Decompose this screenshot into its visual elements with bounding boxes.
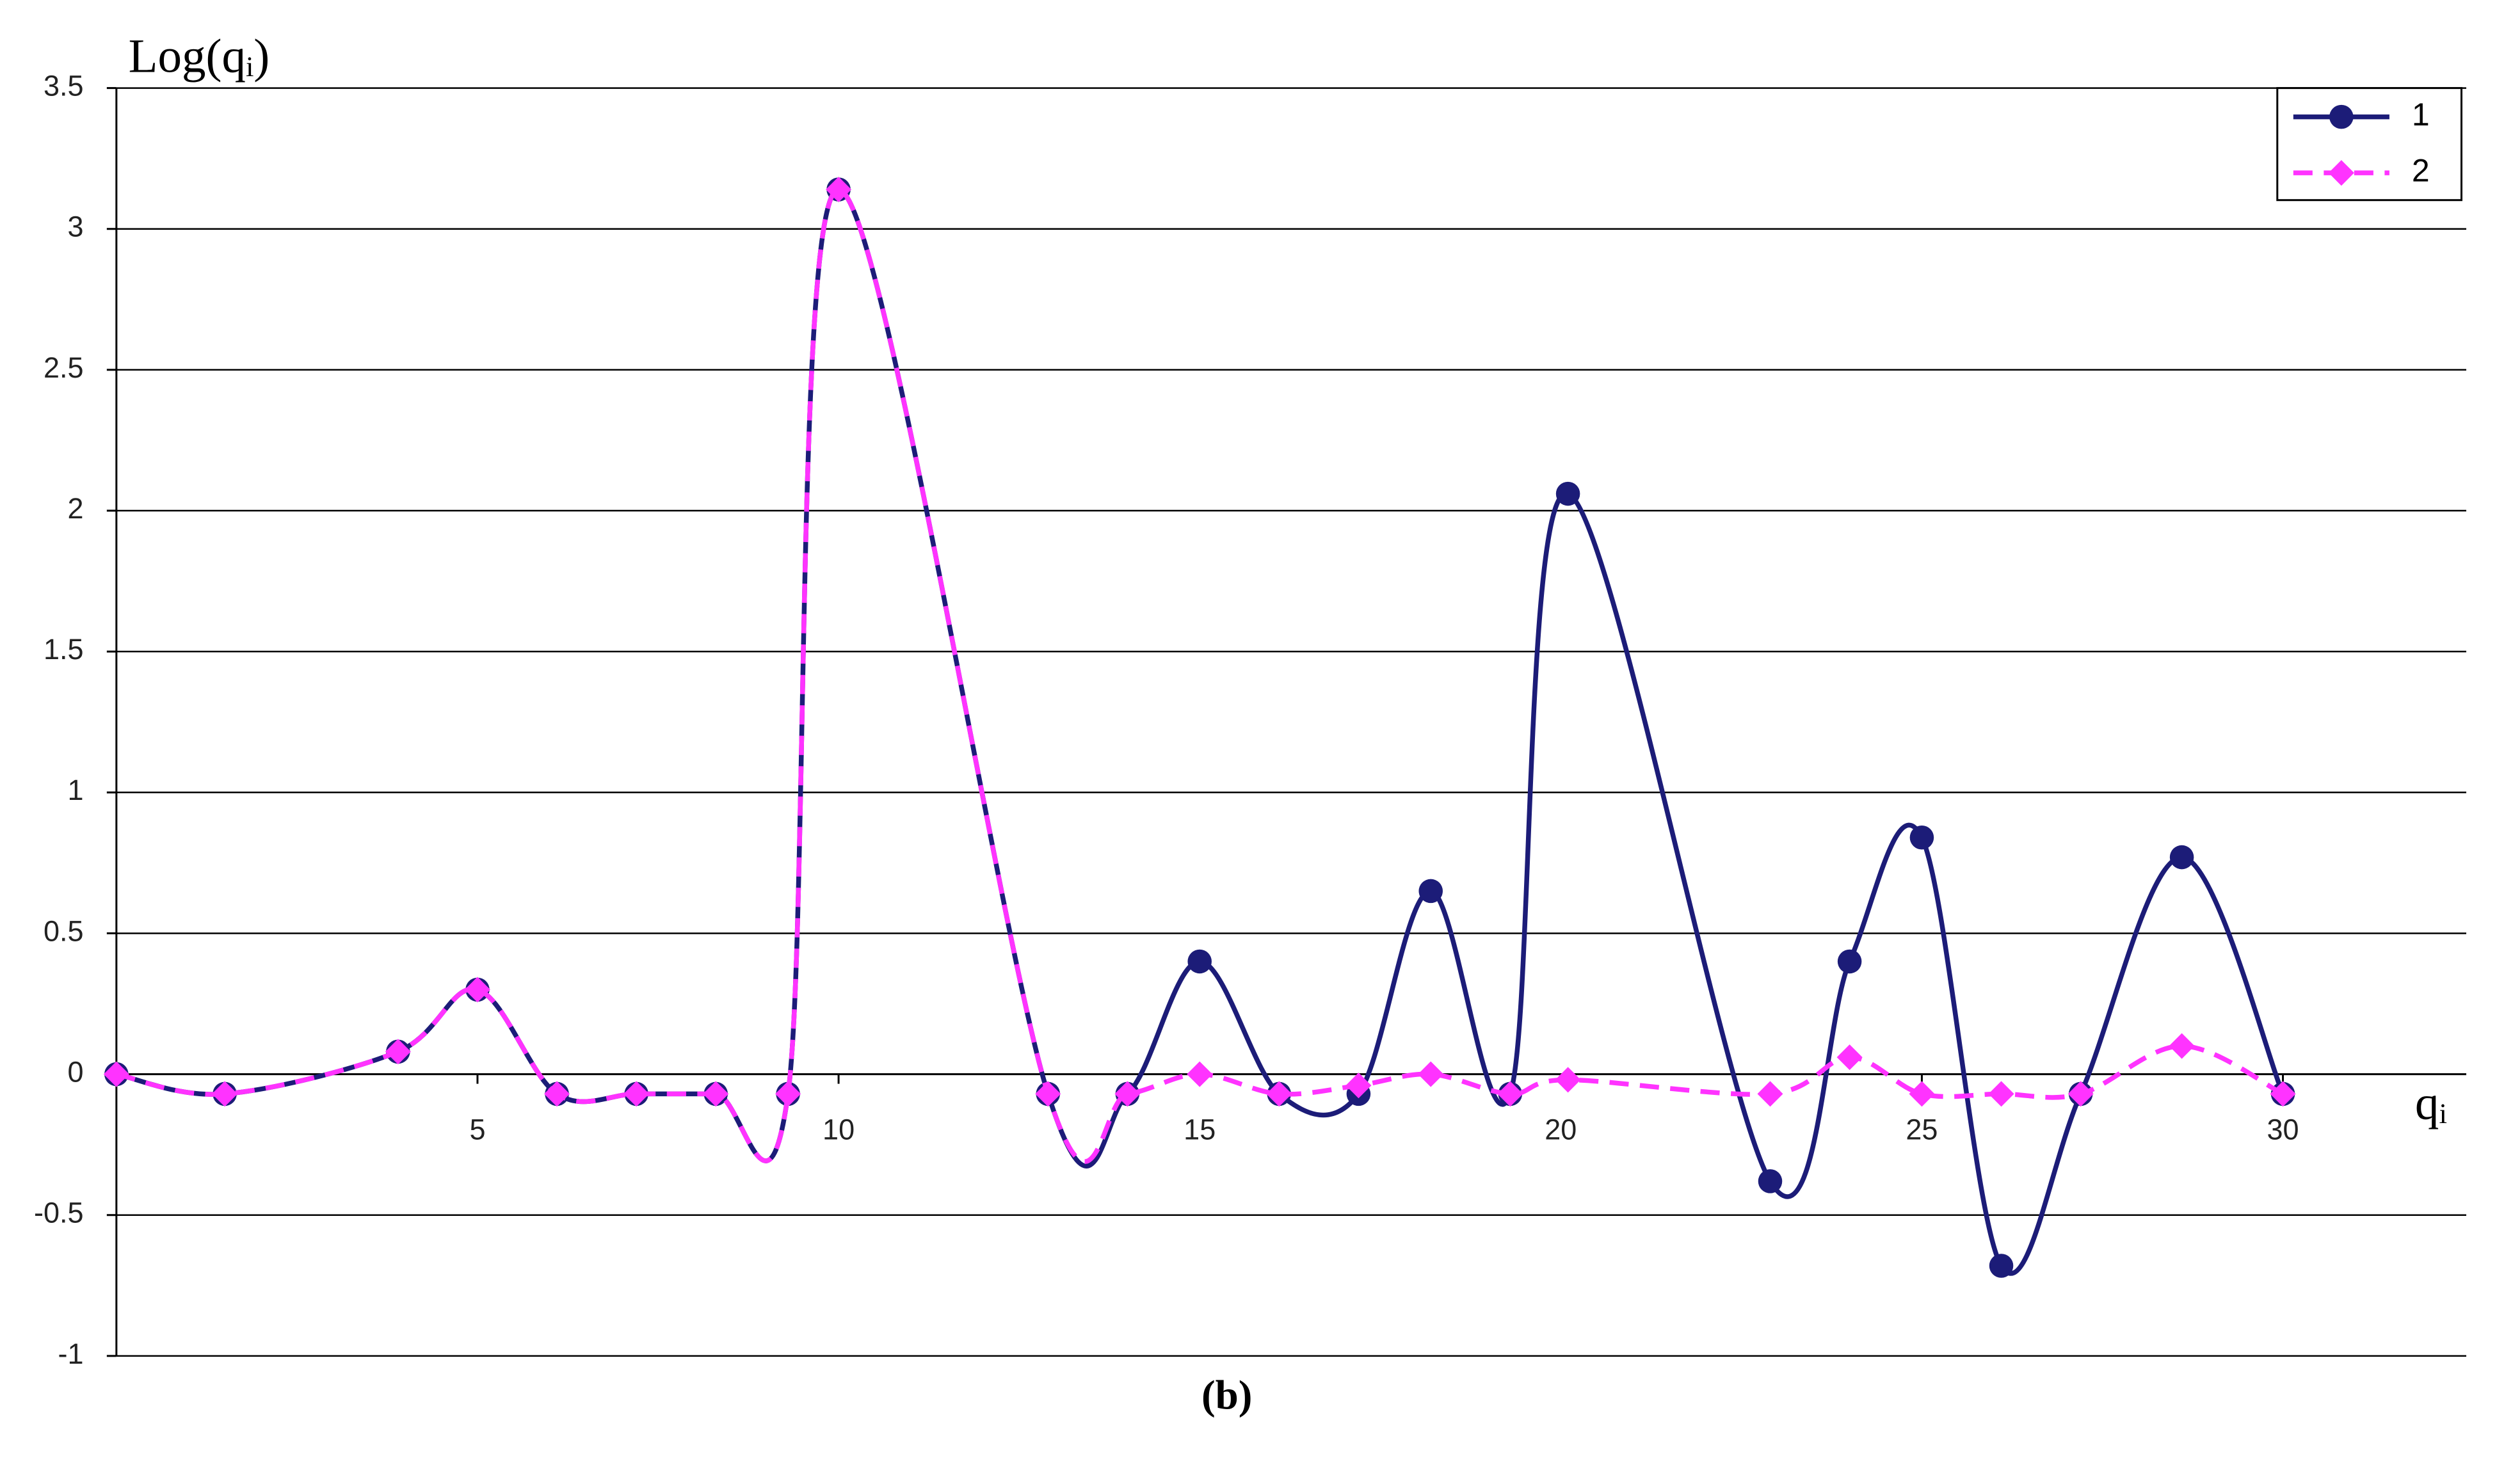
marker — [826, 177, 852, 203]
y-tick-label: 1 — [68, 774, 84, 806]
x-tick-label: 25 — [1906, 1113, 1938, 1146]
y-tick-label: -0.5 — [34, 1197, 84, 1229]
marker — [212, 1081, 238, 1107]
marker — [103, 1061, 129, 1087]
marker — [2067, 1081, 2094, 1107]
marker — [703, 1081, 729, 1107]
marker — [1497, 1081, 1523, 1107]
legend-label: 1 — [2412, 97, 2430, 132]
marker — [1836, 1044, 1863, 1071]
marker — [1909, 1081, 1935, 1107]
marker — [1187, 949, 1212, 974]
marker — [1555, 1067, 1581, 1093]
marker — [2169, 845, 2194, 870]
marker — [464, 977, 490, 1003]
x-tick-label: 20 — [1545, 1113, 1577, 1146]
marker — [385, 1039, 411, 1065]
marker — [1035, 1081, 1061, 1107]
marker — [1418, 1061, 1444, 1087]
series-line — [116, 187, 2285, 1276]
marker — [1187, 1061, 1213, 1087]
y-tick-label: 3 — [68, 211, 84, 243]
x-axis-label: qᵢ — [2415, 1076, 2447, 1129]
y-tick-label: 0 — [68, 1055, 84, 1088]
x-tick-label: 5 — [469, 1113, 485, 1146]
marker — [1555, 481, 1580, 506]
legend-marker — [2328, 160, 2354, 186]
marker — [1266, 1081, 1292, 1107]
marker — [1988, 1081, 2014, 1107]
y-axis-label: Log(qᵢ) — [129, 29, 270, 83]
legend-marker — [2329, 104, 2354, 129]
marker — [2270, 1081, 2296, 1107]
marker — [1114, 1081, 1141, 1107]
y-tick-label: -1 — [58, 1337, 84, 1370]
x-tick-label: 10 — [823, 1113, 855, 1146]
y-tick-label: 0.5 — [44, 914, 84, 947]
marker — [1418, 879, 1443, 904]
y-tick-label: 2.5 — [44, 351, 84, 384]
marker — [1989, 1254, 2014, 1278]
y-tick-label: 1.5 — [44, 633, 84, 666]
marker — [1345, 1073, 1372, 1099]
marker — [2169, 1033, 2195, 1059]
marker — [775, 1081, 801, 1107]
x-tick-label: 30 — [2267, 1113, 2299, 1146]
legend-box — [2276, 87, 2462, 202]
y-tick-label: 3.5 — [44, 69, 84, 102]
marker — [544, 1081, 570, 1107]
legend-label: 2 — [2412, 152, 2430, 188]
x-tick-label: 15 — [1184, 1113, 1216, 1146]
caption: (b) — [1201, 1372, 1252, 1418]
y-tick-label: 2 — [68, 492, 84, 525]
marker — [1909, 825, 1934, 850]
marker — [1758, 1169, 1783, 1193]
marker — [1837, 949, 1862, 974]
marker — [623, 1081, 650, 1107]
marker — [1757, 1081, 1783, 1107]
